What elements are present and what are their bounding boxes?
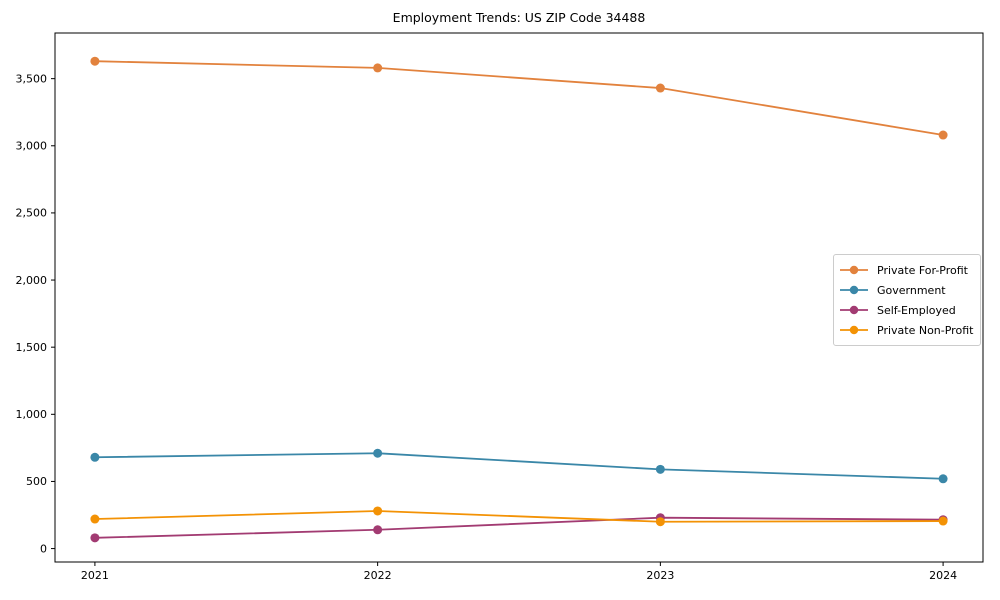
- data-point-government-2023: [655, 464, 665, 474]
- series-line-private-for-profit: [94, 60, 944, 136]
- x-tick-label: 2021: [81, 569, 109, 582]
- y-tick-label: 2,000: [16, 274, 48, 287]
- y-tick-label: 3,000: [16, 140, 48, 153]
- data-point-private-non-profit-2024: [938, 516, 948, 526]
- series-line-government: [94, 452, 944, 480]
- y-tick-label: 1,000: [16, 408, 48, 421]
- x-tick-label: 2022: [364, 569, 392, 582]
- legend-swatch-icon: [840, 325, 868, 335]
- data-point-private-for-profit-2021: [90, 56, 100, 66]
- y-tick-label: 3,500: [16, 72, 48, 85]
- data-point-private-non-profit-2023: [655, 517, 665, 527]
- data-point-government-2022: [373, 448, 383, 458]
- data-point-government-2024: [938, 474, 948, 484]
- legend-label: Government: [877, 283, 946, 297]
- chart-title: Employment Trends: US ZIP Code 34488: [392, 10, 646, 25]
- legend: Private For-Profit Government Self-Employe…: [833, 254, 981, 346]
- plot-frame: [54, 32, 984, 563]
- legend-swatch-icon: [840, 305, 868, 315]
- series-line-self-employed: [94, 516, 944, 539]
- y-tick-label: 2,500: [16, 207, 48, 220]
- legend-item-0: Private For-Profit: [840, 260, 974, 280]
- y-tick-label: 500: [26, 475, 47, 488]
- data-point-self-employed-2021: [90, 533, 100, 543]
- x-tick-label: 2023: [646, 569, 674, 582]
- y-tick-label: 0: [40, 542, 47, 555]
- legend-label: Private Non-Profit: [877, 323, 974, 337]
- data-point-private-for-profit-2023: [655, 83, 665, 93]
- legend-swatch-icon: [840, 265, 868, 275]
- data-point-government-2021: [90, 452, 100, 462]
- data-point-private-for-profit-2022: [373, 63, 383, 73]
- y-tick-label: 1,500: [16, 341, 48, 354]
- data-point-private-for-profit-2024: [938, 130, 948, 140]
- data-point-private-non-profit-2022: [373, 506, 383, 516]
- legend-swatch-icon: [840, 285, 868, 295]
- legend-label: Private For-Profit: [877, 263, 968, 277]
- data-point-private-non-profit-2021: [90, 514, 100, 524]
- data-point-self-employed-2022: [373, 525, 383, 535]
- legend-item-2: Self-Employed: [840, 300, 974, 320]
- legend-item-3: Private Non-Profit: [840, 320, 974, 340]
- x-tick-label: 2024: [929, 569, 957, 582]
- series-line-private-non-profit: [94, 510, 944, 523]
- legend-label: Self-Employed: [877, 303, 956, 317]
- legend-item-1: Government: [840, 280, 974, 300]
